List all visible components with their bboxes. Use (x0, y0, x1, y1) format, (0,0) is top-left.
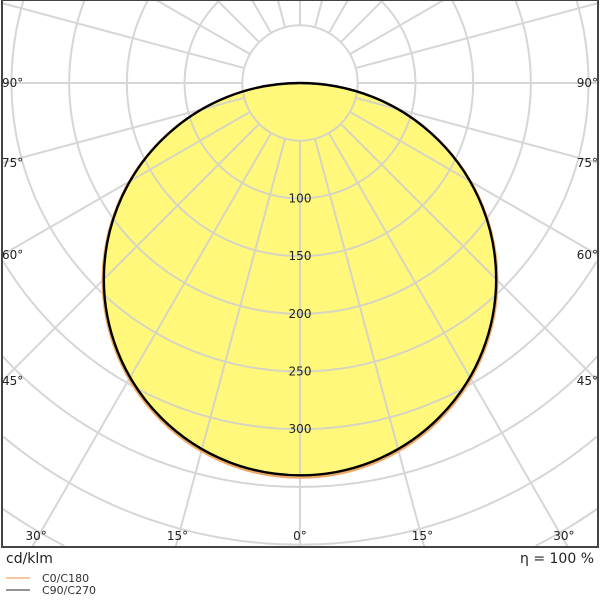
angle-gridline (327, 132, 569, 547)
curves (101, 81, 499, 479)
radial-tick-label: 200 (289, 307, 312, 321)
angle-gridline (355, 2, 598, 70)
radial-gridline (10, 0, 590, 373)
angle-label: 90° (577, 76, 598, 90)
angle-gridline (313, 0, 324, 28)
angle-gridline (251, 0, 273, 34)
angle-label: 60° (2, 248, 23, 262)
angle-gridline (340, 123, 598, 382)
legend: C0/C180 C90/C270 (6, 572, 96, 597)
radial-gridline (183, 0, 417, 200)
angle-gridline (349, 0, 445, 56)
angle-gridline (174, 138, 287, 547)
angle-gridline (2, 123, 260, 382)
efficiency-label: η = 100 % (520, 551, 594, 567)
angle-label: 90° (2, 76, 23, 90)
angle-label: 30° (553, 529, 574, 543)
angle-gridline (216, 0, 260, 43)
unit-label: cd/klm (6, 551, 53, 567)
angle-label: 75° (2, 156, 23, 170)
grid (2, 0, 598, 547)
legend-label-c0: C0/C180 (42, 572, 89, 585)
angle-label: 30° (26, 529, 47, 543)
angle-label: 15° (167, 529, 188, 543)
angle-label: 75° (577, 156, 598, 170)
radial-tick-label: 300 (289, 422, 312, 436)
radial-tick-label: 100 (289, 191, 312, 205)
angle-gridline (276, 0, 287, 28)
series-curve-c90-c270 (102, 81, 498, 477)
radial-gridline (125, 0, 475, 258)
legend-label-c90: C90/C270 (42, 584, 96, 597)
angle-gridline (155, 0, 251, 56)
plot-frame (1, 0, 599, 548)
radial-tick-label: 150 (289, 249, 312, 263)
angle-label: 15° (412, 529, 433, 543)
radial-tick-label: 250 (289, 365, 312, 379)
angle-label: 45° (577, 374, 598, 388)
angle-label: 45° (2, 374, 23, 388)
radial-gridline (68, 0, 532, 315)
angle-label: 60° (577, 248, 598, 262)
angle-gridline (2, 2, 245, 70)
angle-gridline (340, 0, 384, 43)
angle-gridline (327, 0, 349, 34)
angle-gridline (313, 138, 426, 547)
angle-gridline (31, 132, 273, 547)
angle-gridline (2, 110, 251, 256)
radial-gridline (2, 507, 598, 547)
angle-label: 0° (293, 529, 307, 543)
angle-gridline (349, 110, 598, 256)
